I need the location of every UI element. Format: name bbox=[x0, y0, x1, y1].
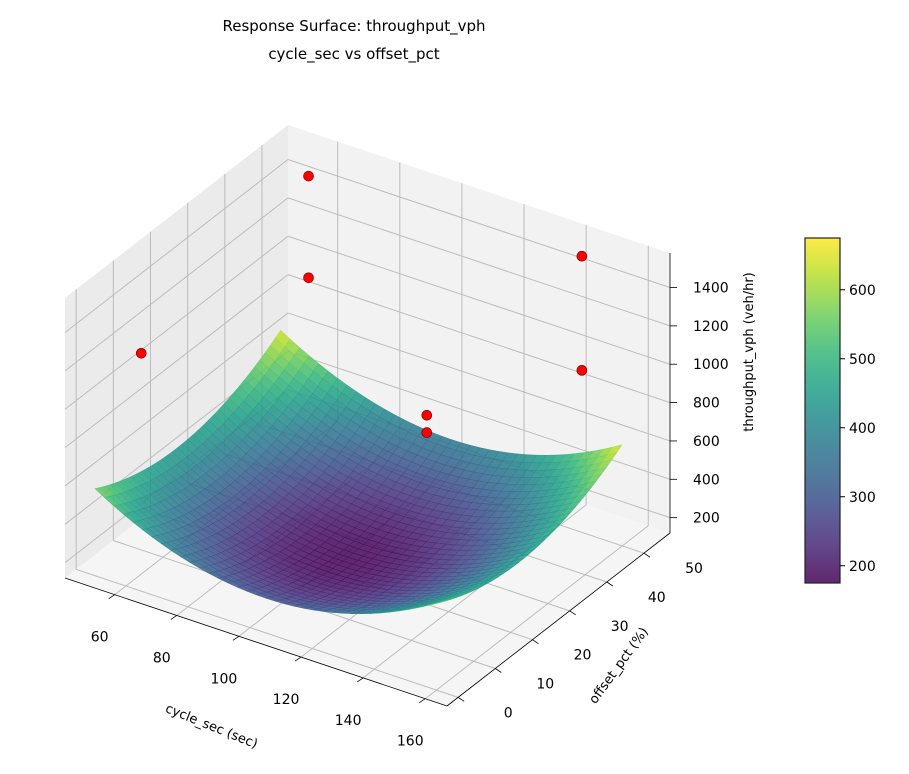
axis-line bbox=[170, 615, 178, 620]
colorbar bbox=[804, 237, 841, 584]
y-axis-label: offset_pct (%) bbox=[587, 625, 652, 707]
grid-line bbox=[287, 274, 671, 404]
data-point bbox=[576, 250, 588, 262]
x-tick-label: 120 bbox=[273, 692, 300, 708]
grid-line bbox=[287, 159, 671, 288]
y-tick-label: 40 bbox=[648, 590, 666, 606]
grid-line bbox=[287, 312, 671, 442]
z-axis-label: throughput_vph (veh/hr) bbox=[742, 272, 757, 432]
axis-line bbox=[108, 594, 115, 599]
x-tick-label: 140 bbox=[335, 713, 362, 729]
y-tick-label: 50 bbox=[685, 561, 703, 577]
axis-line bbox=[419, 698, 426, 704]
y-tick-label: 10 bbox=[536, 677, 554, 693]
axis-line bbox=[643, 552, 651, 558]
grid-line bbox=[287, 235, 671, 365]
grid-line bbox=[64, 274, 289, 448]
y-tick-label: 20 bbox=[574, 648, 592, 664]
grid-line bbox=[64, 159, 289, 333]
z-tick-label: 600 bbox=[693, 434, 720, 450]
left-pane bbox=[65, 125, 288, 578]
grid-line bbox=[64, 235, 289, 410]
colorbar-tick-label: 300 bbox=[849, 490, 876, 506]
axis-line bbox=[495, 668, 502, 673]
grid-line bbox=[287, 197, 671, 327]
z-tick-label: 1200 bbox=[693, 319, 729, 335]
colorbar-tick-label: 500 bbox=[849, 352, 876, 368]
colorbar-tick-label: 600 bbox=[849, 283, 876, 299]
grid-line bbox=[424, 525, 649, 700]
x-axis-label: cycle_sec (sec) bbox=[163, 701, 260, 752]
x-tick-label: 100 bbox=[211, 671, 238, 687]
z-tick-label: 800 bbox=[693, 396, 720, 412]
axis-line bbox=[457, 697, 465, 702]
x-tick-label: 80 bbox=[153, 650, 171, 666]
z-tick-label: 200 bbox=[693, 511, 720, 527]
z-tick-label: 1400 bbox=[693, 281, 729, 297]
grid-line bbox=[75, 568, 459, 698]
axis-line bbox=[446, 532, 671, 707]
x-tick-label: 60 bbox=[91, 630, 109, 646]
grid-line bbox=[64, 197, 289, 372]
colorbar-tick-label: 400 bbox=[849, 421, 876, 437]
data-point bbox=[303, 170, 314, 182]
data-point bbox=[303, 272, 314, 284]
chart-title: Response Surface: throughput_vph bbox=[222, 17, 485, 36]
data-point bbox=[576, 365, 588, 376]
z-tick-label: 1000 bbox=[693, 357, 729, 373]
axis-line bbox=[356, 677, 364, 683]
grid-line bbox=[64, 312, 289, 487]
z-tick-label: 400 bbox=[693, 472, 720, 488]
y-tick-label: 0 bbox=[504, 705, 513, 721]
axis-line bbox=[532, 639, 539, 645]
y-tick-label: 30 bbox=[611, 619, 629, 635]
surface bbox=[94, 329, 623, 615]
axis-line bbox=[64, 577, 448, 707]
axis-line bbox=[606, 581, 614, 587]
surface-patch bbox=[426, 601, 442, 606]
axis-line bbox=[569, 610, 576, 616]
axis-line bbox=[232, 635, 240, 641]
axis-line bbox=[294, 656, 302, 662]
x-tick-label: 160 bbox=[397, 734, 424, 750]
colorbar-tick-label: 200 bbox=[849, 559, 876, 575]
data-point bbox=[421, 427, 433, 438]
data-point bbox=[421, 410, 433, 421]
chart-subtitle: cycle_sec vs offset_pct bbox=[268, 45, 439, 64]
data-point bbox=[135, 348, 147, 359]
